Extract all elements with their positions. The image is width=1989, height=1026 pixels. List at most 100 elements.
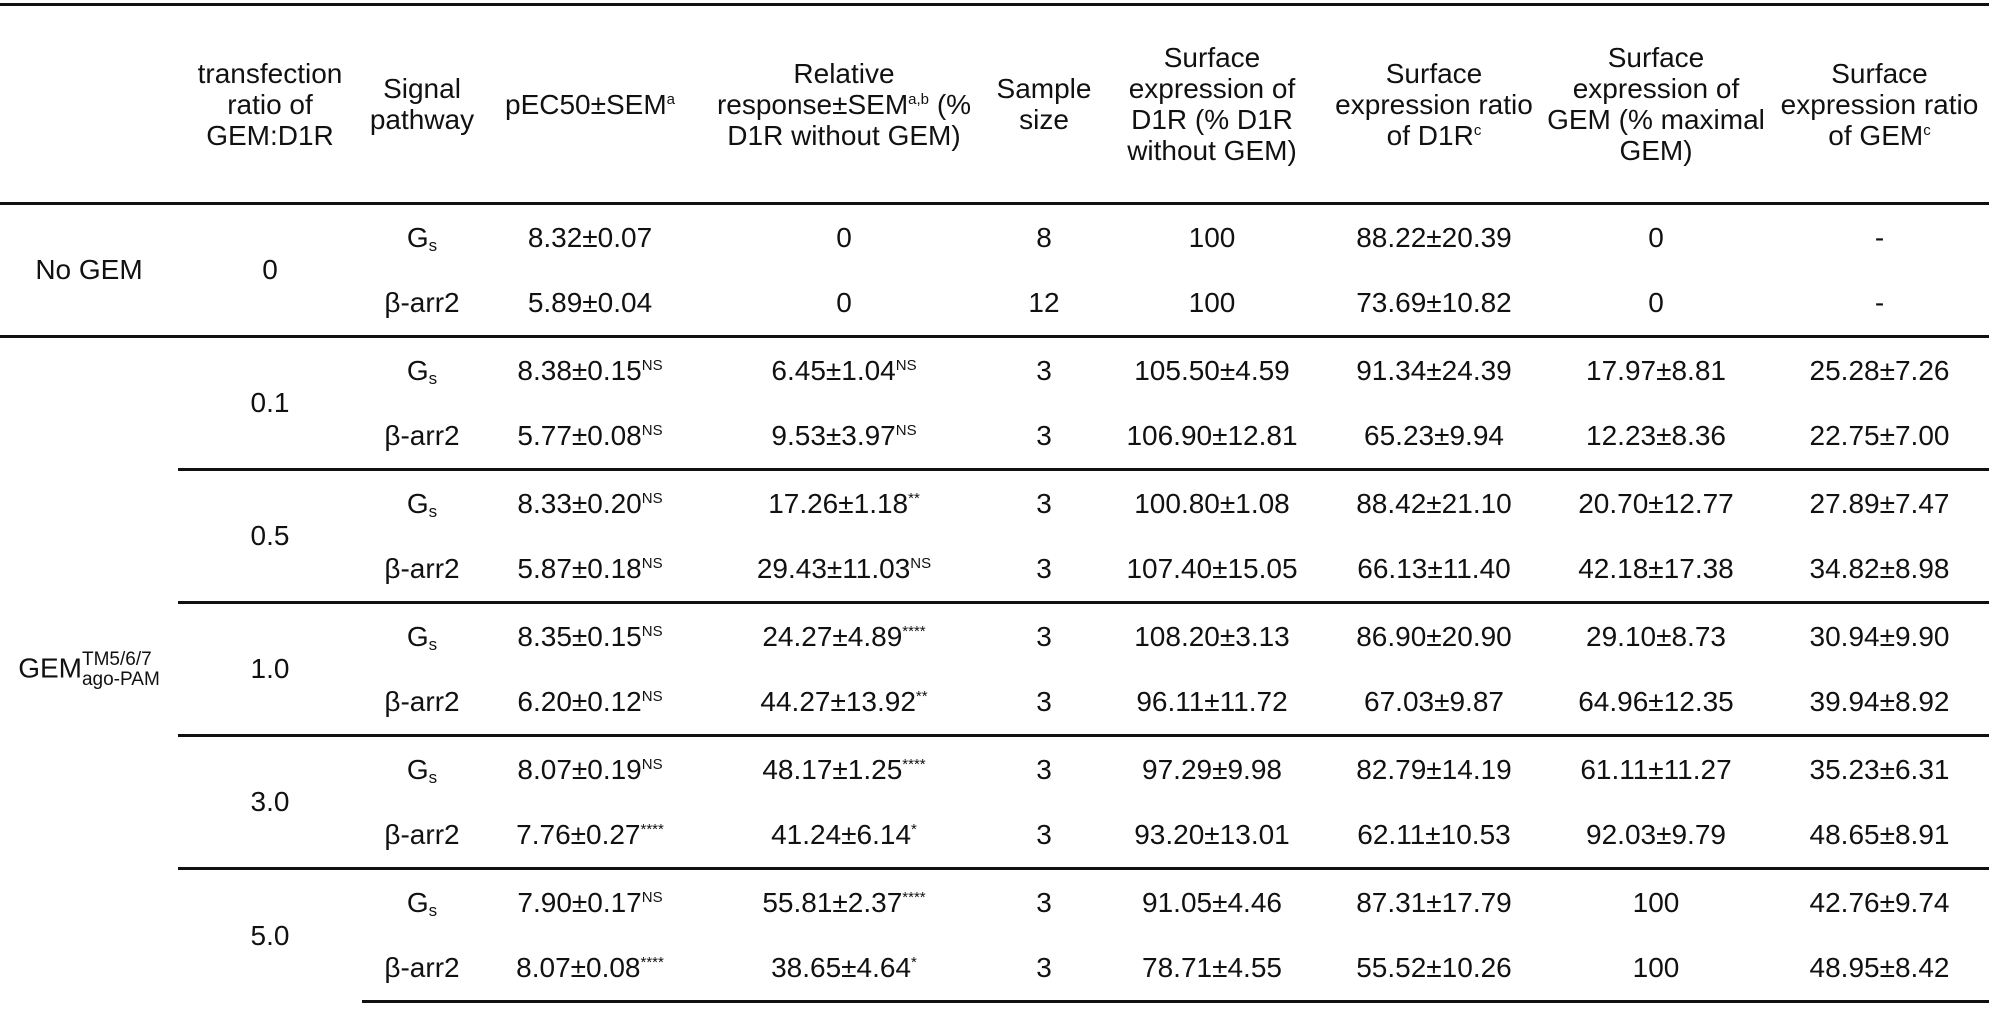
data-cell: 6.45±1.04NS	[698, 335, 990, 403]
table-row: 3.0 Gs 8.07±0.19NS 48.17±1.25**** 3 97.29±9.9…	[0, 734, 1989, 869]
data-cell: 82.79±14.19	[1326, 734, 1542, 802]
superscript: ****	[640, 820, 664, 838]
cell-text: 105.50±4.59	[1134, 354, 1290, 386]
cell-text: 8.33±0.20	[517, 487, 642, 519]
data-cell: 17.26±1.18**	[698, 468, 990, 536]
cell-text: β-arr2	[384, 286, 460, 318]
superscript: ****	[902, 888, 926, 906]
cell-text: 9.53±3.97	[771, 419, 896, 451]
superscript: NS	[641, 622, 663, 640]
data-cell: 8.07±0.19NS	[482, 734, 698, 802]
cell-text: 1.0	[250, 653, 290, 684]
superscript: NS	[641, 687, 663, 705]
superscript: NS	[895, 421, 917, 439]
cell-text: 5.77±0.08	[517, 419, 642, 451]
cell-text: 88.22±20.39	[1356, 221, 1512, 253]
header-cell	[0, 3, 178, 205]
cell-text: 34.82±8.98	[1809, 552, 1950, 584]
cell-text: 55.52±10.26	[1356, 951, 1512, 983]
data-cell: β-arr2	[362, 403, 482, 470]
data-cell: 55.52±10.26	[1326, 935, 1542, 1003]
superscript: NS	[641, 489, 663, 507]
superscript: c	[1473, 121, 1482, 139]
cell-text: 17.26±1.18	[768, 487, 909, 519]
cell-text: 5.89±0.04	[527, 286, 653, 318]
header-row: transfection ratio of GEM:D1R Signal path…	[0, 3, 1989, 205]
cell-text: 3	[1036, 552, 1052, 584]
data-cell: 73.69±10.82	[1326, 270, 1542, 337]
data-cell: 86.90±20.90	[1326, 601, 1542, 669]
data-cell: 48.95±8.42	[1770, 935, 1989, 1003]
cell-text: -	[1874, 286, 1885, 318]
data-cell: -	[1770, 204, 1989, 271]
table-row: β-arr2 8.07±0.08**** 38.65±4.64* 3 78.71±4.5…	[0, 935, 1989, 1003]
cell-text: 0.5	[250, 520, 290, 551]
cell-text: 7.76±0.27	[516, 818, 641, 850]
data-cell: 105.50±4.59	[1098, 335, 1326, 403]
data-cell: 66.13±11.40	[1326, 536, 1542, 603]
ratio-cell: 0	[178, 204, 362, 337]
cell-text: Signal pathway	[369, 73, 475, 135]
cell-text: β-arr2	[384, 685, 460, 717]
header-cell: Relative response±SEMa,b (% D1R without …	[698, 3, 990, 205]
cell-text: G	[406, 620, 429, 652]
data-cell: 12.23±8.36	[1542, 403, 1770, 470]
cell-text: 8.32±0.07	[527, 221, 653, 253]
data-cell: 3	[990, 867, 1098, 935]
data-cell: Gs	[362, 204, 482, 271]
superscript: *	[911, 953, 917, 971]
data-cell: 92.03±9.79	[1542, 802, 1770, 869]
cell-text: 7.90±0.17	[517, 886, 642, 918]
cell-text: 8.38±0.15	[517, 354, 642, 386]
table-row: GEM TM5/6/7 ago-PAM 0.1 Gs 8.38±0.15NS 6.45±1.…	[0, 335, 1989, 1002]
superscript: c	[1923, 121, 1931, 139]
ratio-cell: 5.0	[178, 867, 362, 1002]
cell-text: 3	[1036, 753, 1052, 785]
cell-text: 86.90±20.90	[1356, 620, 1512, 652]
data-cell: 100	[1542, 935, 1770, 1003]
data-cell: 34.82±8.98	[1770, 536, 1989, 603]
cell-text: 100	[1188, 221, 1236, 253]
data-cell: 38.65±4.64*	[698, 935, 990, 1003]
data-cell: 78.71±4.55	[1098, 935, 1326, 1003]
ratio-cell: 1.0	[178, 601, 362, 736]
data-cell: 0	[1542, 270, 1770, 337]
data-cell: 22.75±7.00	[1770, 403, 1989, 470]
cell-text: 8.07±0.19	[517, 753, 642, 785]
data-cell: β-arr2	[362, 935, 482, 1003]
data-cell: 67.03±9.87	[1326, 669, 1542, 736]
subscript: s	[428, 767, 438, 787]
data-cell: 97.29±9.98	[1098, 734, 1326, 802]
table-row: β-arr2 5.89±0.04 0 12 100 73.69±10.82 0 -	[0, 270, 1989, 337]
data-cell: Gs	[362, 734, 482, 802]
data-cell: 61.11±11.27	[1542, 734, 1770, 802]
data-cell: β-arr2	[362, 536, 482, 603]
cell-text: 27.89±7.47	[1809, 487, 1950, 519]
group-label-cell: GEM TM5/6/7 ago-PAM	[0, 335, 178, 1002]
cell-text: β-arr2	[384, 818, 460, 850]
superscript: *	[911, 820, 917, 838]
superscript: NS	[910, 554, 932, 572]
superscript: NS	[895, 356, 917, 374]
cell-text: 62.11±10.53	[1357, 818, 1511, 850]
data-cell: 17.97±8.81	[1542, 335, 1770, 403]
data-cell: 8.35±0.15NS	[482, 601, 698, 669]
superscript: a,b	[908, 90, 930, 108]
cell-text: Surface expression of D1R (% D1R without…	[1127, 42, 1297, 166]
cell-text: GEM	[18, 652, 82, 684]
header-cell: pEC50±SEMa	[482, 3, 698, 205]
cell-text: 48.17±1.25	[762, 753, 903, 785]
data-cell: -	[1770, 270, 1989, 337]
data-cell: Gs	[362, 335, 482, 403]
cell-text: 35.23±6.31	[1809, 753, 1950, 785]
data-cell: 88.42±21.10	[1326, 468, 1542, 536]
cell-text: G	[406, 753, 429, 785]
cell-text: 97.29±9.98	[1142, 753, 1282, 785]
cell-text: 100	[1632, 886, 1680, 918]
data-cell: β-arr2	[362, 669, 482, 736]
cell-text: G	[406, 487, 429, 519]
subscript: s	[428, 634, 438, 654]
data-cell: 41.24±6.14*	[698, 802, 990, 869]
cell-text: 3	[1036, 354, 1052, 386]
cell-text: 64.96±12.35	[1578, 685, 1734, 717]
